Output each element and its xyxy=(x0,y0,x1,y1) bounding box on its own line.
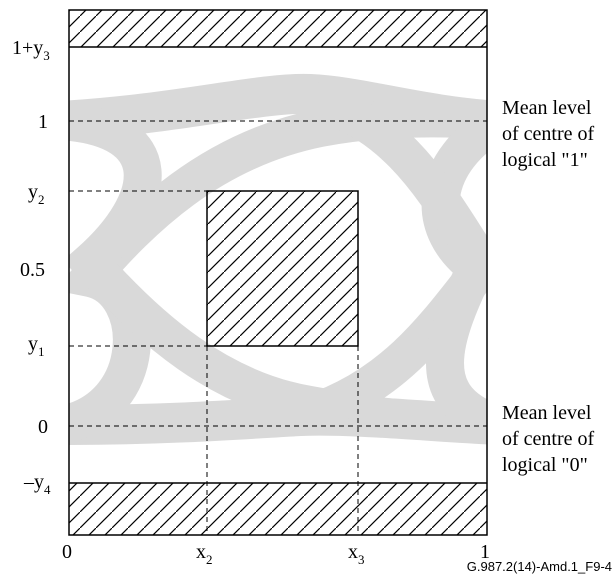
y-tick-label: 1+y3 xyxy=(12,37,50,63)
eye-pattern xyxy=(69,73,487,445)
central-mask-region xyxy=(206,190,359,347)
y-tick-label: –y4 xyxy=(23,471,51,497)
reference-lines xyxy=(69,120,487,535)
y-tick-label: y2 xyxy=(28,181,45,207)
x-tick-label: x2 xyxy=(196,541,213,567)
y-tick-label: 0 xyxy=(38,416,48,438)
annotation-line: logical "1" xyxy=(502,149,588,171)
x-axis-labels: 0 x2 x3 1 xyxy=(62,541,490,567)
lower-mask-region xyxy=(69,483,487,535)
x-tick-label: x3 xyxy=(348,541,365,567)
eye-right-falling xyxy=(305,81,487,441)
diagram-frame xyxy=(68,9,488,536)
figure-caption: G.987.2(14)-Amd.1_F9-4 xyxy=(467,559,612,574)
annotation-line: Mean level xyxy=(502,402,592,424)
upper-mask-region xyxy=(69,10,487,47)
annotation-line: Mean level xyxy=(502,97,592,119)
mask-regions xyxy=(69,10,487,535)
eye-falling-crossing xyxy=(69,102,487,444)
y-tick-label: y1 xyxy=(28,333,45,359)
y-tick-label: 0.5 xyxy=(20,259,45,281)
y-tick-label: 1 xyxy=(38,111,48,133)
x-tick-label: 1 xyxy=(480,541,490,563)
annotation-line: of centre of xyxy=(502,428,595,450)
mean-level-one-annotation: Mean level of centre of logical "1" xyxy=(502,97,595,171)
annotation-line: of centre of xyxy=(502,123,595,145)
annotation-line: logical "0" xyxy=(502,454,588,476)
y-axis-labels: 1+y3 1 y2 0.5 y1 0 –y4 xyxy=(12,37,51,497)
x-tick-label: 0 xyxy=(62,541,72,563)
mean-level-zero-annotation: Mean level of centre of logical "0" xyxy=(502,402,595,476)
